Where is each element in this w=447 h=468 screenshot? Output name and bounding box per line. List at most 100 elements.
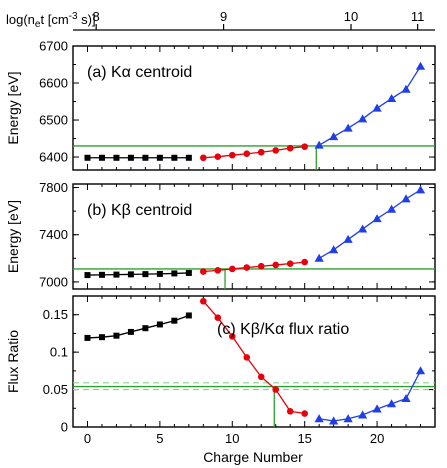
data-point: [185, 154, 192, 161]
data-point: [329, 416, 339, 425]
data-point: [142, 325, 149, 332]
panel-frame: [72, 295, 436, 428]
series-triangle: [314, 185, 426, 262]
y-tick-label: 0.05: [43, 382, 68, 397]
top-axis-tick-label: 11: [411, 9, 425, 24]
top-axis-tick-label: 9: [220, 9, 227, 24]
y-tick-label: 7400: [39, 227, 68, 242]
y-tick-label: 6500: [39, 113, 68, 128]
data-point: [127, 271, 134, 278]
data-point: [228, 333, 236, 340]
panel-frame: [72, 45, 436, 171]
data-point: [272, 147, 280, 154]
panel-title: (c) Kβ/Kα flux ratio: [217, 321, 349, 338]
data-point: [200, 297, 207, 305]
data-point: [171, 154, 178, 161]
x-tick-label: 10: [225, 431, 239, 446]
x-tick-label: 20: [370, 431, 384, 446]
data-point: [343, 234, 353, 243]
data-point: [84, 272, 91, 279]
data-point: [329, 132, 339, 141]
data-point: [286, 260, 294, 267]
y-tick-label: 6600: [39, 76, 68, 91]
series-square: [84, 269, 192, 279]
data-point: [257, 373, 265, 381]
data-point: [401, 84, 411, 93]
panel-a: 6400 6500 6600 6700 (a) Kα centroid Energy [e…: [5, 39, 436, 171]
y-axis-label: Energy [eV]: [5, 71, 21, 144]
data-point: [386, 93, 397, 103]
panel-c: 0 0.05 0.1 0.15 0 5 10 15 20 (c) Kβ/Kα flux ratio…: [5, 295, 436, 446]
y-tick-label: 0.15: [43, 307, 68, 322]
panel-title: (b) Kβ centroid: [87, 202, 192, 219]
data-point: [156, 321, 163, 328]
data-point: [301, 258, 308, 266]
data-point: [358, 410, 368, 419]
data-point: [185, 312, 192, 319]
data-point: [314, 140, 324, 149]
data-point: [243, 354, 251, 361]
data-point: [286, 144, 294, 152]
series-triangle: [314, 366, 426, 425]
data-point: [98, 334, 105, 341]
data-point: [386, 399, 397, 408]
data-point: [214, 267, 222, 274]
data-point: [98, 271, 105, 278]
data-point: [113, 271, 120, 278]
data-point: [98, 154, 105, 161]
data-point: [156, 270, 163, 277]
data-point: [171, 317, 178, 324]
data-point: [200, 268, 207, 275]
data-point: [228, 151, 236, 159]
data-point: [386, 204, 397, 213]
panels: 6400 6500 6600 6700 (a) Kα centroid Energy [e…: [5, 39, 436, 446]
panel-frame: [72, 183, 436, 290]
y-tick-label: 6400: [39, 150, 68, 165]
data-point: [286, 407, 294, 415]
data-point: [228, 265, 236, 273]
data-point: [358, 224, 368, 233]
top-axis-tick-label: 8: [93, 9, 100, 24]
data-point: [243, 150, 251, 158]
series-square: [84, 154, 192, 161]
data-point: [171, 270, 178, 277]
data-point: [372, 214, 382, 223]
y-tick-label: 6700: [39, 39, 68, 54]
data-point: [314, 253, 324, 262]
series-triangle: [314, 61, 426, 149]
data-point: [272, 386, 280, 393]
data-point: [214, 153, 222, 160]
series-circle: [200, 143, 308, 162]
x-tick-label: 5: [156, 431, 163, 446]
data-point: [200, 154, 207, 162]
data-point: [358, 114, 368, 123]
data-point: [415, 366, 426, 375]
series-circle: [200, 297, 308, 417]
data-point: [343, 414, 353, 423]
y-tick-label: 7000: [39, 274, 68, 289]
x-tick-label: 15: [297, 431, 311, 446]
x-tick-label: 0: [84, 431, 91, 446]
series-circle: [200, 258, 308, 275]
data-point: [243, 264, 251, 271]
panel-title: (a) Kα centroid: [87, 64, 192, 81]
data-point: [301, 410, 308, 417]
y-tick-label: 7800: [39, 180, 68, 195]
top-axis: log(net [cm-3 s)] 8 9 10 11: [6, 9, 435, 31]
data-point: [372, 103, 382, 112]
data-point: [329, 245, 339, 254]
data-point: [301, 143, 308, 150]
data-point: [185, 269, 192, 276]
data-point: [84, 154, 91, 161]
data-point: [113, 154, 120, 161]
data-point: [127, 154, 134, 161]
data-point: [84, 334, 91, 341]
data-point: [257, 262, 265, 270]
x-axis-label: Charge Number: [203, 449, 303, 465]
series-square: [84, 312, 192, 341]
top-axis-label: log(net [cm-3 s)]: [6, 11, 96, 30]
data-point: [142, 271, 149, 278]
y-tick-label: 0: [61, 420, 68, 435]
data-point: [401, 393, 411, 403]
y-axis-label: Energy [eV]: [5, 200, 21, 273]
